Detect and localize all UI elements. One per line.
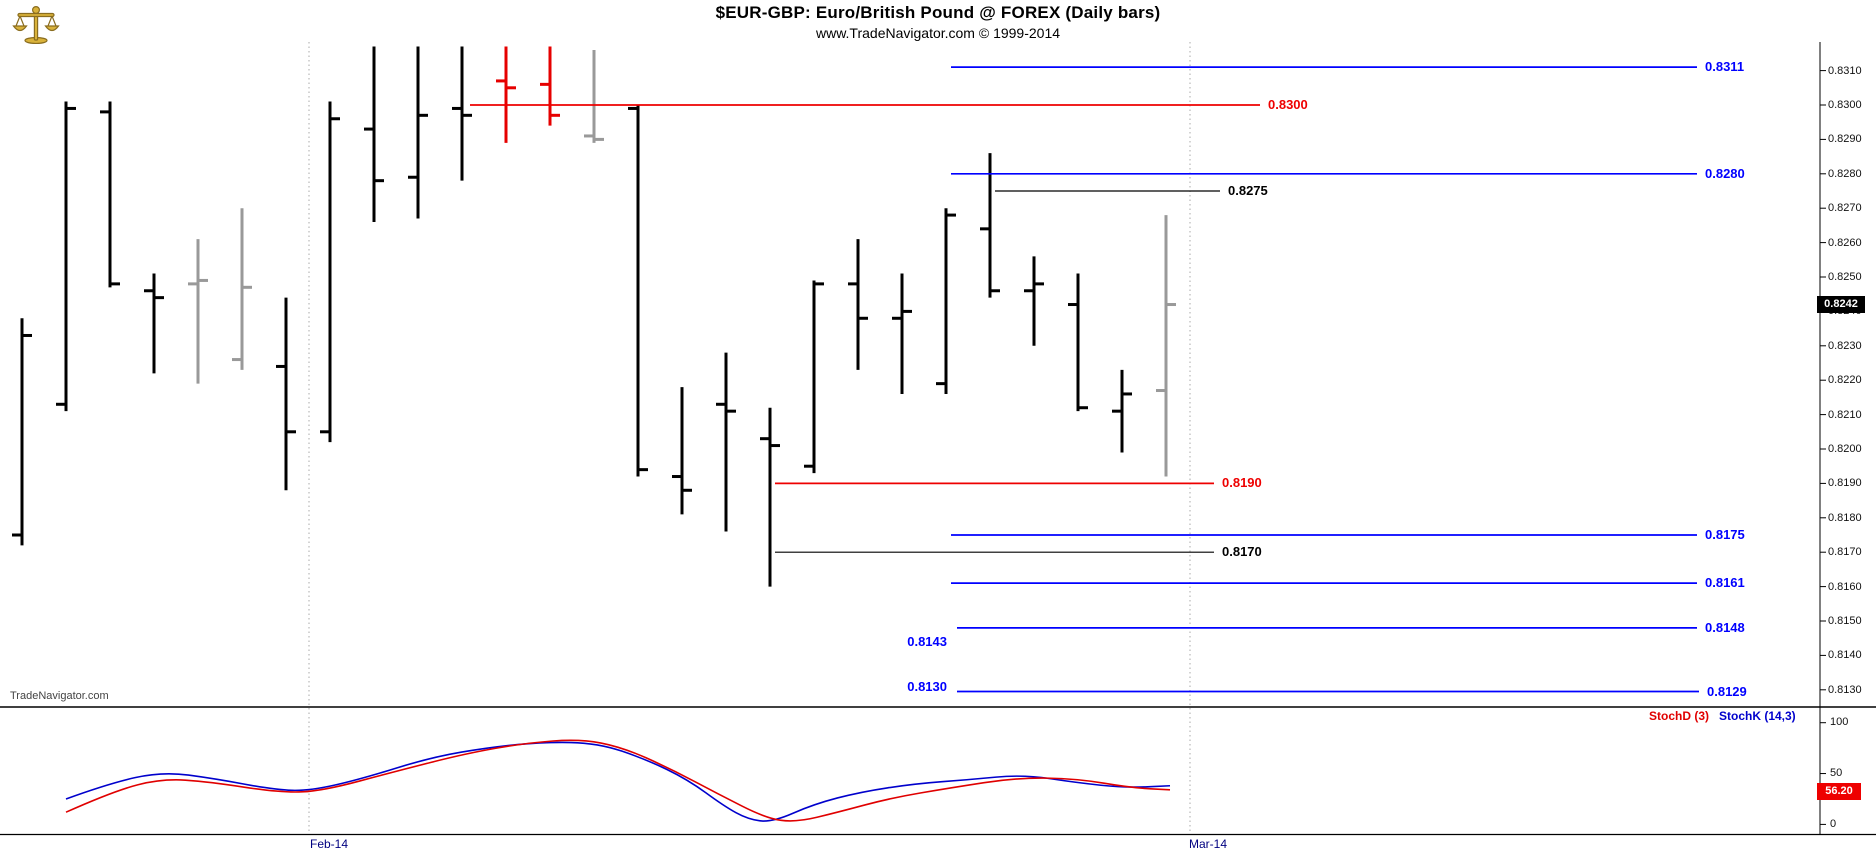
stochk-legend[interactable]: StochK (14,3) — [1719, 709, 1796, 723]
x-axis-label-feb: Feb-14 — [309, 837, 349, 851]
price-bar — [1112, 369, 1132, 453]
price-bar — [452, 46, 472, 181]
price-bar — [408, 46, 428, 219]
price-bar — [584, 49, 604, 143]
price-bar — [1024, 256, 1044, 346]
price-bar — [1156, 215, 1176, 477]
price-bar — [232, 208, 252, 370]
chart-subtitle: www.TradeNavigator.com © 1999-2014 — [815, 25, 1061, 41]
price-bar — [628, 105, 648, 477]
chart-title: $EUR-GBP: Euro/British Pound @ FOREX (Da… — [715, 3, 1161, 22]
price-bar — [980, 153, 1000, 298]
price-bar — [760, 407, 780, 587]
price-bar — [716, 352, 736, 532]
price-bar — [100, 101, 120, 288]
price-bar — [364, 46, 384, 222]
stochd-line — [65, 739, 1171, 822]
watermark: TradeNavigator.com — [10, 690, 109, 702]
stochd-legend[interactable]: StochD (3) — [1649, 709, 1709, 723]
price-bar — [144, 273, 164, 374]
price-bar — [540, 46, 560, 126]
price-bar — [276, 297, 296, 491]
last-price-flag: 0.8242 — [1817, 296, 1865, 313]
price-bar — [12, 318, 32, 546]
price-bar — [892, 273, 912, 394]
price-bar — [56, 101, 76, 412]
price-bar — [496, 46, 516, 143]
price-bar — [188, 239, 208, 384]
price-bar — [848, 239, 868, 370]
x-axis-label-mar: Mar-14 — [1188, 837, 1228, 851]
price-bar — [936, 208, 956, 394]
price-bar — [804, 280, 824, 474]
price-bar — [672, 387, 692, 515]
price-bar — [1068, 273, 1088, 412]
stochk-line — [65, 741, 1171, 822]
trade-navigator-logo — [12, 5, 60, 44]
price-bar — [320, 101, 340, 443]
stoch-value-flag: 56.20 — [1817, 783, 1861, 800]
